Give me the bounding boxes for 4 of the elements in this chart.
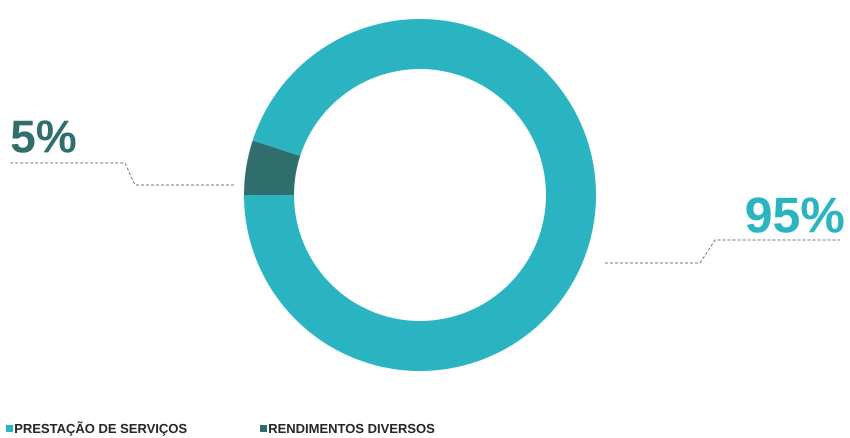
data-label: 95%	[746, 197, 844, 233]
data-label: 5%	[12, 120, 76, 153]
legend-label: PRESTAÇÃO DE SERVIÇOS	[15, 421, 187, 436]
legend-label: RENDIMENTOS DIVERSOS	[269, 424, 434, 434]
